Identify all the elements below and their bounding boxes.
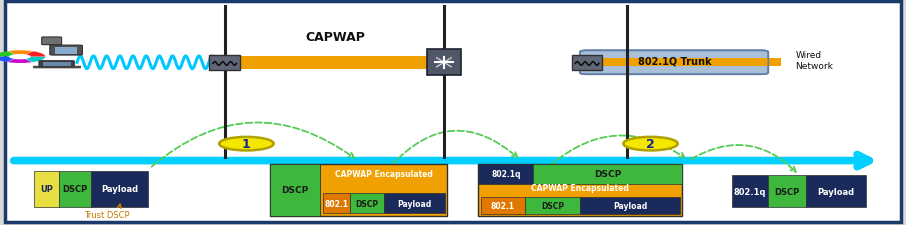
FancyBboxPatch shape <box>580 197 680 214</box>
FancyBboxPatch shape <box>50 46 82 56</box>
FancyBboxPatch shape <box>534 164 682 184</box>
Text: 2: 2 <box>646 137 655 151</box>
FancyBboxPatch shape <box>350 194 384 213</box>
Text: DSCP: DSCP <box>775 187 800 196</box>
FancyBboxPatch shape <box>60 171 91 207</box>
FancyBboxPatch shape <box>732 176 768 207</box>
FancyBboxPatch shape <box>43 63 71 67</box>
FancyBboxPatch shape <box>270 164 447 216</box>
Text: 802.1Q Trunk: 802.1Q Trunk <box>638 56 712 66</box>
FancyBboxPatch shape <box>580 51 768 75</box>
FancyBboxPatch shape <box>227 57 441 69</box>
FancyBboxPatch shape <box>768 176 805 207</box>
Text: 1: 1 <box>242 137 251 151</box>
FancyBboxPatch shape <box>91 171 148 207</box>
Text: Payload: Payload <box>817 187 854 196</box>
FancyBboxPatch shape <box>481 197 525 214</box>
FancyBboxPatch shape <box>34 171 60 207</box>
Circle shape <box>219 137 274 151</box>
Wedge shape <box>8 51 33 55</box>
Text: CAPWAP: CAPWAP <box>305 31 365 44</box>
FancyBboxPatch shape <box>42 38 62 45</box>
Circle shape <box>623 137 678 151</box>
Text: UP: UP <box>41 184 53 194</box>
FancyBboxPatch shape <box>34 67 81 69</box>
Text: Trust DSCP: Trust DSCP <box>84 204 130 219</box>
Text: DSCP: DSCP <box>282 186 309 195</box>
FancyBboxPatch shape <box>384 194 445 213</box>
Text: Payload: Payload <box>612 201 647 210</box>
FancyBboxPatch shape <box>525 197 580 214</box>
Text: DSCP: DSCP <box>541 201 564 210</box>
Text: Payload: Payload <box>101 184 138 194</box>
FancyBboxPatch shape <box>478 164 534 184</box>
Text: DSCP: DSCP <box>355 199 379 208</box>
Text: 802.1q: 802.1q <box>734 187 766 196</box>
Text: DSCP: DSCP <box>594 170 622 179</box>
FancyBboxPatch shape <box>805 176 866 207</box>
Text: CAPWAP Encapsulated: CAPWAP Encapsulated <box>335 170 433 179</box>
Wedge shape <box>25 52 45 57</box>
Text: Wired
Network: Wired Network <box>795 51 834 71</box>
Text: Payload: Payload <box>397 199 431 208</box>
FancyBboxPatch shape <box>39 61 74 68</box>
Wedge shape <box>0 57 14 63</box>
Text: 802.1q: 802.1q <box>491 170 521 179</box>
FancyBboxPatch shape <box>572 56 602 70</box>
FancyBboxPatch shape <box>209 56 240 70</box>
FancyBboxPatch shape <box>478 164 682 216</box>
FancyBboxPatch shape <box>55 48 77 54</box>
Text: CAPWAP Encapsulated: CAPWAP Encapsulated <box>531 184 630 193</box>
FancyBboxPatch shape <box>589 59 781 67</box>
Wedge shape <box>0 52 14 57</box>
Wedge shape <box>7 60 32 64</box>
Text: DSCP: DSCP <box>63 184 88 194</box>
Text: 802.1: 802.1 <box>324 199 349 208</box>
Wedge shape <box>25 57 45 63</box>
FancyBboxPatch shape <box>323 194 350 213</box>
FancyBboxPatch shape <box>427 50 461 76</box>
FancyBboxPatch shape <box>5 2 901 222</box>
Text: 802.1: 802.1 <box>491 201 515 210</box>
FancyBboxPatch shape <box>270 164 321 216</box>
